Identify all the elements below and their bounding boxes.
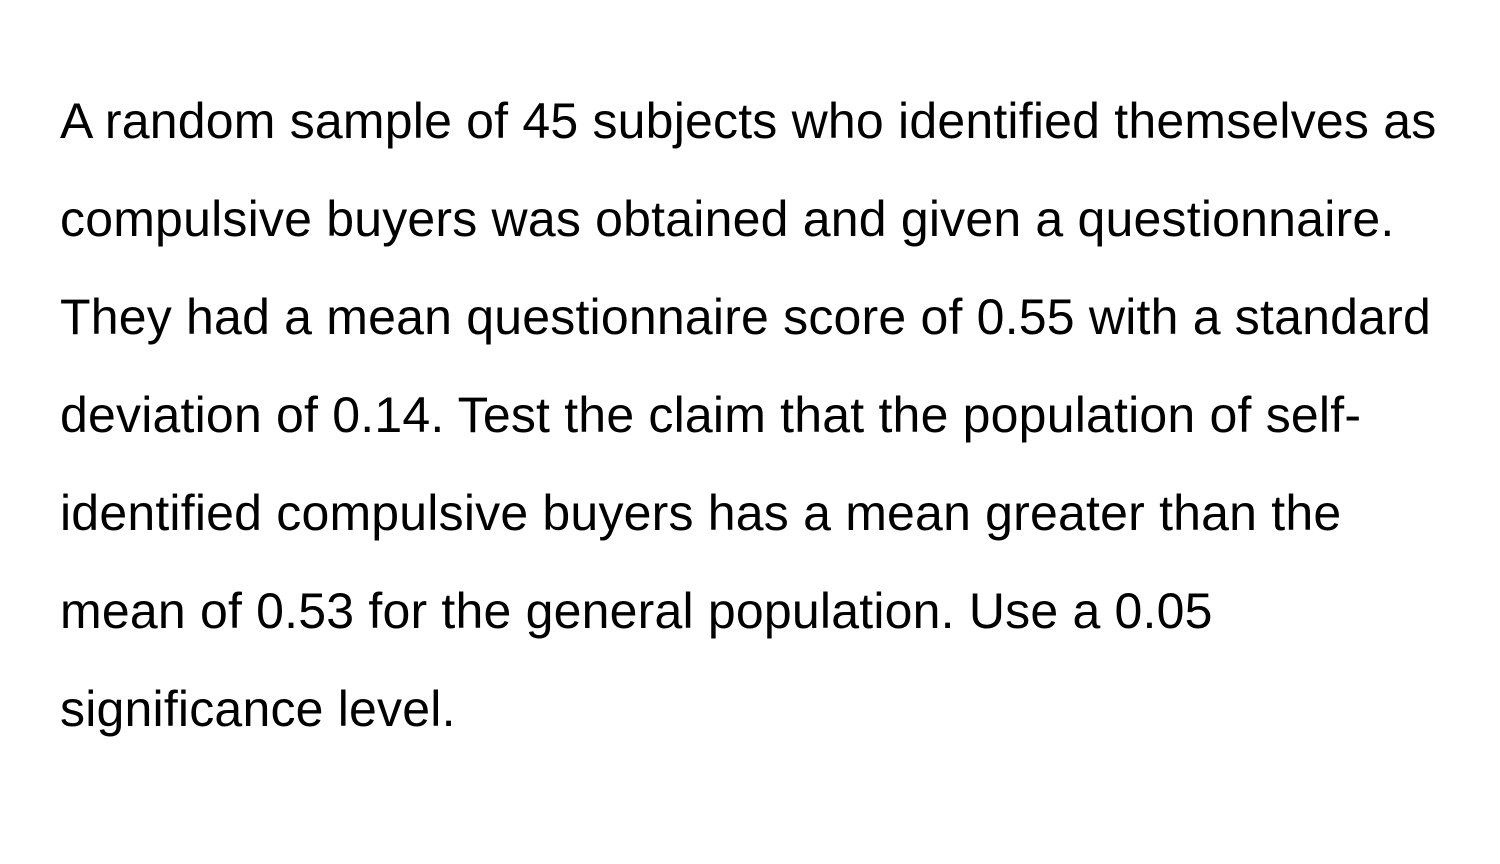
document-content: A random sample of 45 subjects who ident… xyxy=(0,0,1500,758)
question-paragraph: A random sample of 45 subjects who ident… xyxy=(60,72,1450,758)
